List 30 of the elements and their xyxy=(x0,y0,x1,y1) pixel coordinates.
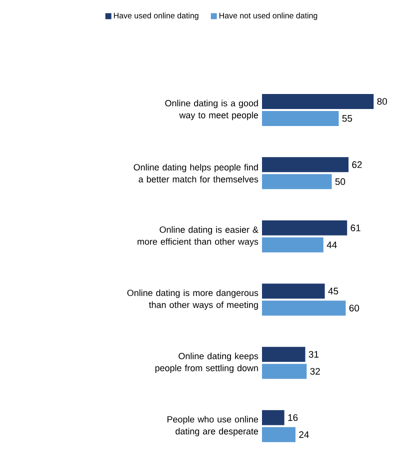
data-label: 16 xyxy=(288,414,298,421)
data-label: 60 xyxy=(349,304,360,312)
data-label: 32 xyxy=(310,368,320,375)
data-label: 61 xyxy=(350,224,360,232)
bar xyxy=(262,157,348,172)
data-label: 50 xyxy=(335,178,346,186)
y-tick-label: People who use online dating are desperate xyxy=(167,416,258,436)
bar xyxy=(262,284,325,299)
data-label: 62 xyxy=(352,161,362,168)
y-tick-label: Online dating is a good way to meet people xyxy=(165,100,258,120)
data-label: 31 xyxy=(308,350,319,358)
bar xyxy=(262,237,324,252)
data-label: 55 xyxy=(342,115,352,122)
bar xyxy=(262,427,296,442)
data-label: 24 xyxy=(299,431,309,438)
bar xyxy=(262,300,346,316)
bar xyxy=(262,110,339,126)
data-label: 44 xyxy=(326,242,337,248)
bar xyxy=(262,94,374,109)
bar xyxy=(262,364,307,379)
bar xyxy=(262,174,332,190)
bar xyxy=(262,220,348,236)
y-tick-label: Online dating is more dangerous than other ways of meeting xyxy=(127,289,258,310)
bar xyxy=(262,346,306,362)
y-tick-label: Online dating keeps people from settling down xyxy=(155,352,258,373)
data-label: 45 xyxy=(328,288,338,294)
y-tick-label: Online dating is easier & more efficient than other ways xyxy=(138,226,258,247)
y-tick-label: Online dating helps people find a better match for themselves xyxy=(134,164,258,182)
bar xyxy=(262,410,284,426)
data-label: 80 xyxy=(377,98,387,105)
